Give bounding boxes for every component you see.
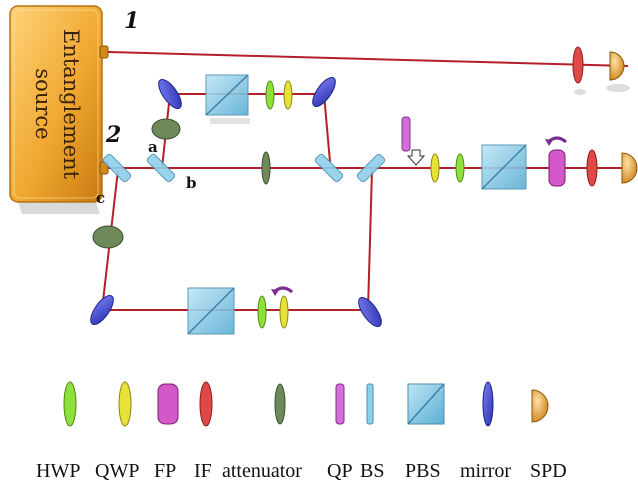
mirror-upper-left xyxy=(158,79,182,109)
bs-c xyxy=(102,153,132,183)
entanglement-source: Entanglement source xyxy=(9,5,109,214)
legend-icons xyxy=(63,381,549,427)
attenuator-upper xyxy=(151,118,181,140)
pbs-path2 xyxy=(481,144,527,190)
pbs-lower xyxy=(187,287,235,335)
rotation-arrow-icon xyxy=(271,286,293,296)
qwp-path2 xyxy=(430,153,440,183)
legend-attenuator-icon xyxy=(274,383,286,425)
legend-pbs-icon xyxy=(407,383,445,425)
legend-label-qwp: QWP xyxy=(95,460,139,482)
hwp-upper xyxy=(265,80,275,110)
mirror-upper-right xyxy=(312,77,336,107)
mirror-lower-left xyxy=(90,295,114,325)
qwp-lower xyxy=(279,295,289,329)
bs-merge-1 xyxy=(314,153,344,183)
legend-mirror-icon xyxy=(482,381,494,427)
point-label-b: b xyxy=(186,174,197,192)
legend-fp-icon xyxy=(157,383,179,425)
down-arrow-icon xyxy=(406,149,426,166)
legend-label-hwp: HWP xyxy=(36,460,80,482)
source-label-line2: source xyxy=(31,68,55,139)
pbs-upper xyxy=(205,74,250,124)
fp-path2 xyxy=(548,149,566,187)
legend-label-bs: BS xyxy=(360,460,384,482)
legend-if-icon xyxy=(199,381,213,427)
legend-label-mirror: mirror xyxy=(460,460,511,482)
bs-b xyxy=(146,153,176,183)
rotation-arrow-icon xyxy=(545,136,567,146)
legend-hwp-icon xyxy=(63,381,77,427)
qp-plate xyxy=(401,116,411,152)
bs-merge-2 xyxy=(356,153,386,183)
spd-detector-path1 xyxy=(606,51,630,92)
legend-label-qp: QP xyxy=(327,460,353,482)
hwp-path2 xyxy=(455,153,465,183)
legend-label-spd: SPD xyxy=(530,460,567,482)
legend-label-fp: FP xyxy=(154,460,176,482)
port-1 xyxy=(99,45,109,59)
legend-qp-icon xyxy=(335,383,345,425)
spd-detector-path2 xyxy=(621,152,638,184)
legend-labels: HWP QWP FP IF attenuator QP BS PBS mirro… xyxy=(36,460,567,482)
legend-label-attenuator: attenuator xyxy=(222,460,302,482)
legend-bs-icon xyxy=(366,383,374,425)
mirror-lower-right xyxy=(358,297,382,327)
if-path2 xyxy=(586,149,598,187)
qwp-upper xyxy=(283,80,293,110)
legend-qwp-icon xyxy=(118,381,132,427)
attenuator-mid xyxy=(261,151,271,185)
path-label-2: 2 xyxy=(105,122,121,148)
hwp-lower xyxy=(257,295,267,329)
legend-label-pbs: PBS xyxy=(405,460,441,482)
path-label-1: 1 xyxy=(124,8,139,34)
legend-label-if: IF xyxy=(194,460,212,482)
source-label-line1: Entanglement xyxy=(59,29,83,180)
point-label-a: a xyxy=(148,138,158,156)
point-label-c: c xyxy=(96,189,105,207)
if-filter-path1 xyxy=(572,46,586,95)
attenuator-lower xyxy=(92,225,124,249)
legend-spd-icon xyxy=(531,389,549,423)
